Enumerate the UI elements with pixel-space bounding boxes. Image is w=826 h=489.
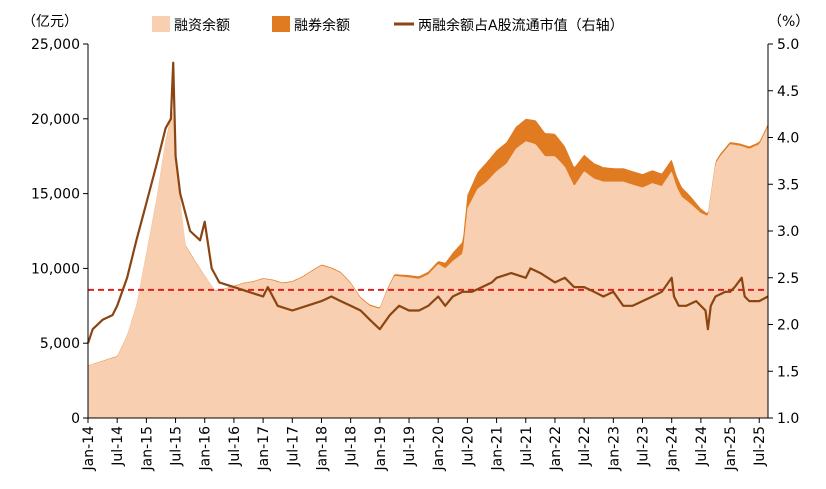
x-tick-label: Jul-24 [694,426,710,467]
right-tick-label: 4.5 [777,84,799,100]
x-tick-label: Jan-21 [490,426,506,471]
x-tick-label: Jul-16 [227,426,243,467]
x-tick-label: Jan-15 [139,426,155,471]
left-tick-label: 5,000 [40,336,80,352]
right-tick-label: 3.0 [777,224,799,240]
x-tick-label: Jul-23 [636,426,652,467]
x-tick-label: Jul-18 [344,426,360,467]
line-layer [86,61,769,344]
legend-swatch-lending [272,16,290,32]
left-axis-ticks: 0 5,000 10,000 15,000 20,000 25,000 [31,37,88,427]
right-tick-label: 2.5 [777,271,799,287]
x-tick-label: Jul-19 [402,426,418,467]
x-axis-ticks: Jan-14 Jul-14 Jan-15 Jul-15 Jan-16 Jul-16 Jan-… [81,418,768,471]
x-tick-label: Jul-22 [577,426,593,467]
x-tick-label: Jul-20 [460,426,476,467]
left-tick-label: 25,000 [31,37,80,53]
x-tick-label: Jan-18 [314,426,330,471]
left-tick-label: 0 [71,411,80,427]
right-axis-unit: （%） [768,14,809,30]
x-tick-label: Jan-17 [256,426,272,471]
right-tick-label: 3.5 [777,177,799,193]
x-tick-label: Jan-19 [373,426,389,471]
x-tick-label: Jan-24 [665,426,681,472]
legend: 融资余额 融券余额 两融余额占A股流通市值（右轴） [152,16,624,34]
right-axis-ticks: 1.0 1.5 2.0 2.5 3.0 3.5 4.0 4.5 5.0 [768,37,799,427]
right-tick-label: 5.0 [777,37,799,53]
x-tick-label: Jan-25 [723,426,739,471]
legend-label-financing: 融资余额 [174,17,230,34]
legend-label-lending: 融券余额 [294,17,350,34]
legend-item-ratio: 两融余额占A股流通市值（右轴） [394,17,624,34]
x-tick-label: Jul-15 [169,426,185,467]
right-tick-label: 1.5 [777,364,799,380]
x-tick-label: Jul-14 [110,426,126,467]
x-tick-label: Jan-14 [81,426,97,472]
right-tick-label: 1.0 [777,411,799,427]
x-tick-label: Jan-22 [548,426,564,471]
ratio-series-line [86,61,769,344]
x-tick-label: Jul-21 [519,426,535,467]
legend-swatch-financing [152,16,170,32]
left-tick-label: 10,000 [31,261,80,277]
left-tick-label: 15,000 [31,187,80,203]
area-layer [88,111,768,418]
lending-area [88,111,768,366]
legend-item-lending: 融券余额 [272,16,350,34]
x-tick-label: Jul-17 [285,426,301,467]
right-tick-label: 2.0 [777,318,799,334]
right-tick-label: 4.0 [777,131,799,147]
legend-label-ratio: 两融余额占A股流通市值（右轴） [418,17,624,34]
left-tick-label: 20,000 [31,112,80,128]
x-tick-label: Jul-25 [752,426,768,467]
legend-item-financing: 融资余额 [152,16,230,34]
financing-area [88,112,768,418]
x-tick-label: Jan-16 [198,426,214,472]
x-tick-label: Jan-23 [606,426,622,471]
x-tick-label: Jan-20 [431,426,447,471]
left-axis-unit: （亿元） [22,14,78,30]
